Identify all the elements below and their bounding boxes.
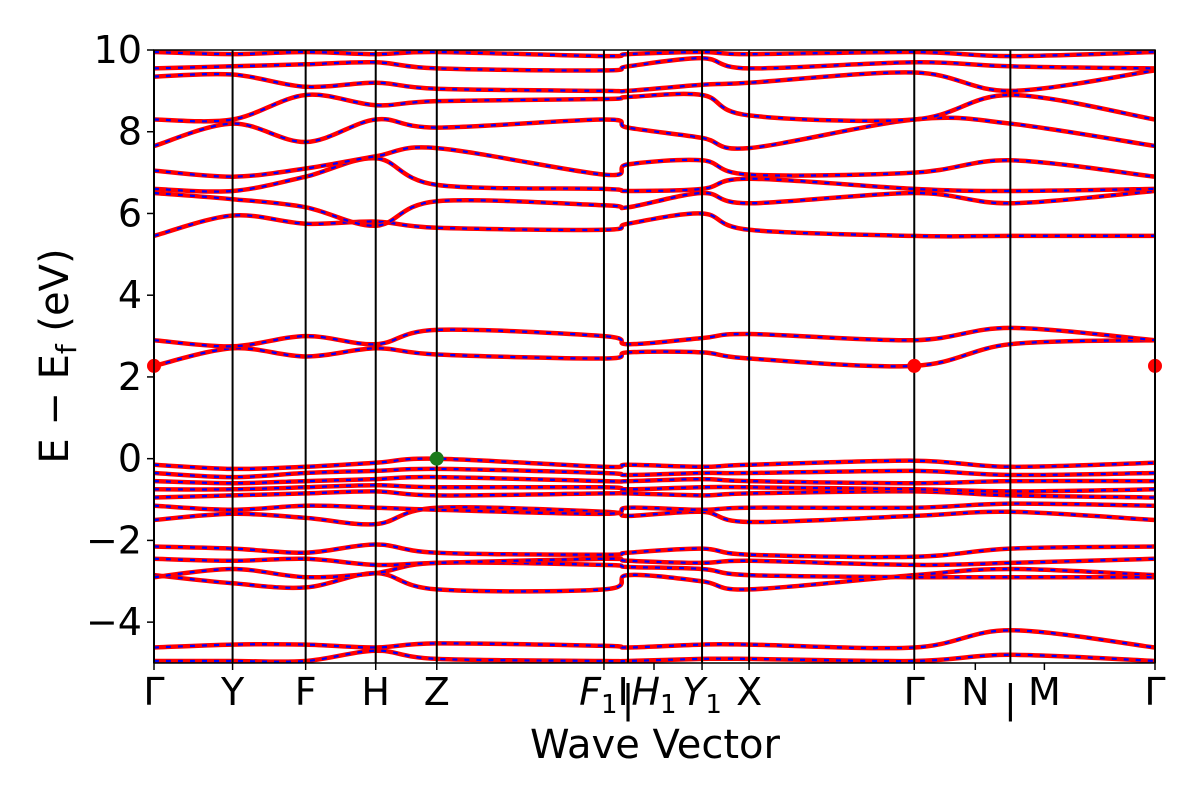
x-ticks-layer: Γ Y F H Z F1I|H1 Y1 X Γ N | M Γ xyxy=(143,663,1166,722)
band-line-dash xyxy=(154,339,1155,368)
x-tick-label: H xyxy=(361,670,390,714)
x-tick-label: H1 xyxy=(631,670,676,720)
x-tick-label: F1I xyxy=(579,670,629,720)
x-tick-label-sub: 1 xyxy=(660,690,677,720)
band-line-dash xyxy=(154,649,1155,663)
band-line-dash xyxy=(154,490,1155,499)
y-axis-label-unit: (eV) xyxy=(32,248,78,344)
band-line xyxy=(154,145,1155,179)
x-tick-label: | xyxy=(1004,677,1017,722)
x-tick-label-main: F xyxy=(579,670,602,714)
y-axis-label-main: E − E xyxy=(32,354,78,464)
x-tick-label: Γ xyxy=(1144,670,1165,714)
y-tick-label: 10 xyxy=(94,28,142,72)
band-line xyxy=(154,55,1155,73)
band-line xyxy=(154,628,1155,651)
y-tick-label: 0 xyxy=(118,437,142,481)
band-line-dash xyxy=(154,69,1155,93)
y-tick-label: 4 xyxy=(118,273,142,317)
band-line xyxy=(154,566,1155,594)
band-line-dash xyxy=(154,506,1155,526)
x-tick-label: Y1 xyxy=(682,670,722,720)
x-tick-label: Z xyxy=(424,670,450,714)
band-line-dash xyxy=(154,557,1155,567)
band-line xyxy=(154,474,1155,486)
band-line-dash xyxy=(154,212,1155,238)
band-line-dash xyxy=(154,92,1155,123)
band-line-dash xyxy=(154,502,1155,515)
cbm-point xyxy=(907,358,922,373)
x-tick-label-sub: 1 xyxy=(601,690,618,720)
band-line-dash xyxy=(154,467,1155,479)
band-line-dash xyxy=(154,475,1155,485)
y-tick-label: −4 xyxy=(86,600,142,644)
y-tick-label: 6 xyxy=(118,191,142,235)
band-line-dash xyxy=(154,484,1155,493)
x-tick-label-main: Y xyxy=(682,670,708,714)
y-tick-label: −2 xyxy=(86,518,142,562)
band-line xyxy=(154,91,1155,124)
band-line-dash xyxy=(154,629,1155,650)
y-tick-label: 8 xyxy=(118,110,142,154)
y-axis-label: E − Ef (eV) xyxy=(32,248,83,463)
bands-layer xyxy=(154,50,1155,663)
x-tick-label: Γ xyxy=(143,670,164,714)
x-tick-label: N xyxy=(961,670,989,714)
y-tick-label: 2 xyxy=(118,355,142,399)
x-tick-label: X xyxy=(736,670,762,714)
x-tick-label: Y xyxy=(220,670,245,714)
band-line xyxy=(154,115,1155,151)
x-tick-label: F xyxy=(295,670,317,714)
y-ticks-layer: 10 8 6 4 2 0 −2 −4 xyxy=(86,28,154,644)
x-tick-label: | xyxy=(622,677,635,722)
x-tick-label-suffix: I xyxy=(618,670,629,714)
band-line-dash xyxy=(154,543,1155,559)
vbm-point xyxy=(429,451,444,466)
band-line-dash xyxy=(154,189,1155,227)
band-line xyxy=(154,542,1155,560)
band-line-dash xyxy=(154,561,1155,579)
x-tick-label: Γ xyxy=(904,670,925,714)
x-tick-label-sub: 1 xyxy=(705,690,722,720)
band-line-dash xyxy=(154,457,1155,471)
band-line xyxy=(154,211,1155,239)
band-line xyxy=(154,68,1155,94)
band-line-dash xyxy=(154,50,1155,58)
y-axis-label-sub: f xyxy=(50,343,83,354)
x-tick-label: M xyxy=(1028,670,1061,714)
x-axis-label: Wave Vector xyxy=(530,722,781,768)
band-line xyxy=(154,648,1155,663)
band-line-dash xyxy=(154,57,1155,72)
band-line-dash xyxy=(154,567,1155,593)
x-tick-label-main: H xyxy=(631,670,660,714)
